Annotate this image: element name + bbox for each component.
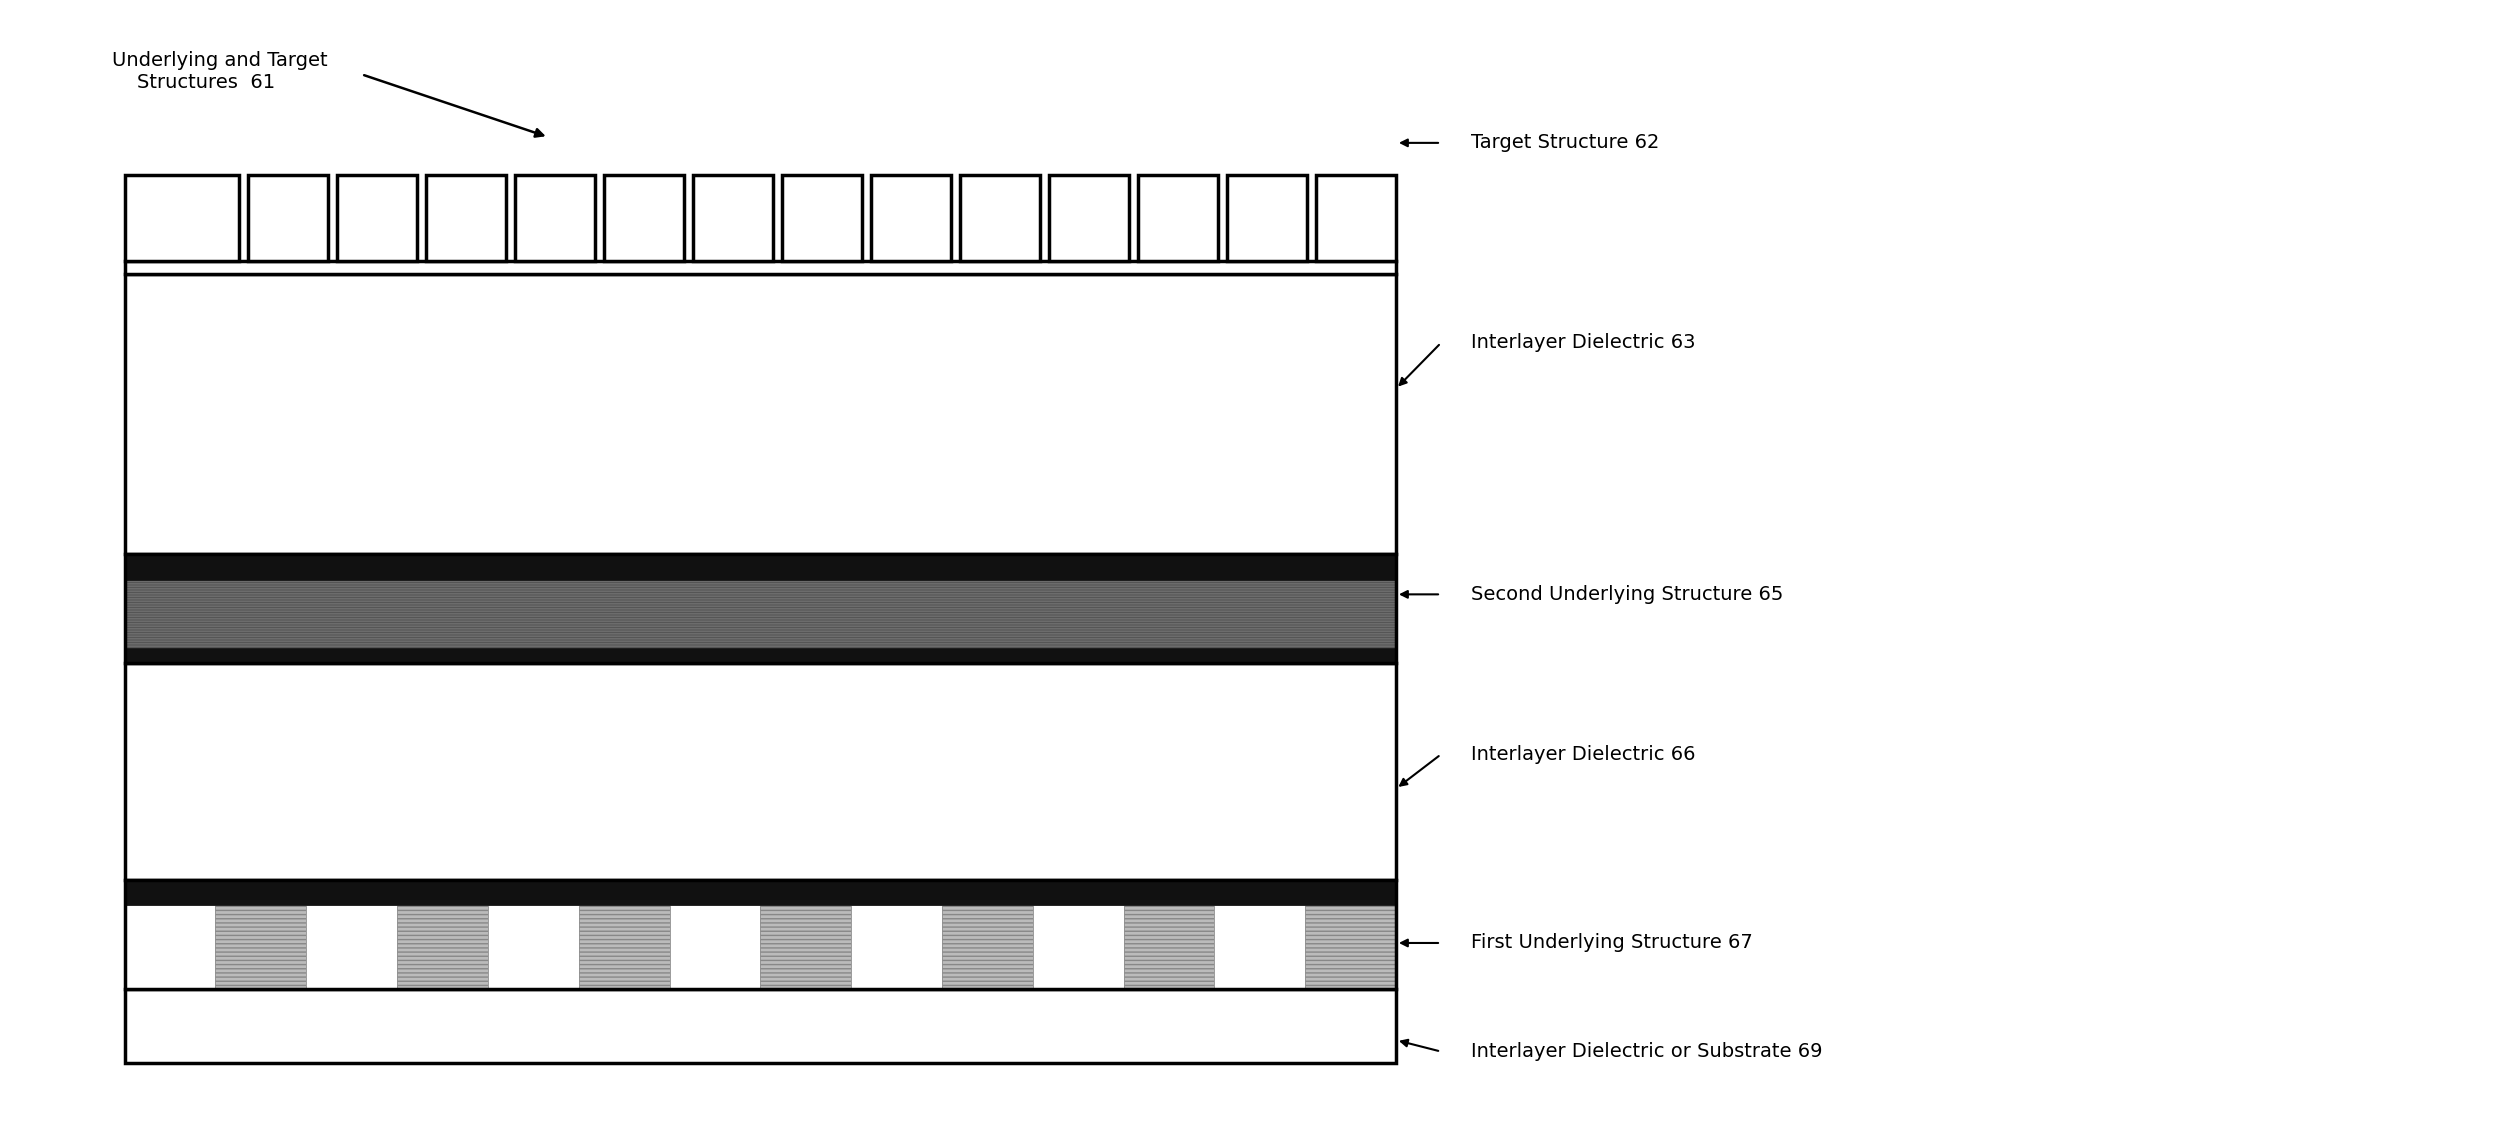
Bar	[1316, 175, 1396, 261]
Bar	[214, 905, 307, 989]
Bar	[125, 261, 1396, 274]
Bar	[1050, 175, 1129, 261]
Bar	[783, 175, 863, 261]
Bar	[125, 880, 1396, 905]
Bar	[671, 905, 760, 989]
Text: Interlayer Dielectric 63: Interlayer Dielectric 63	[1471, 334, 1695, 352]
Bar	[489, 905, 578, 989]
Bar	[125, 274, 1396, 554]
Bar	[870, 175, 950, 261]
Bar	[1306, 905, 1396, 989]
Bar	[247, 175, 329, 261]
Bar	[125, 580, 1396, 648]
Bar	[693, 175, 773, 261]
Text: Underlying and Target
    Structures  61: Underlying and Target Structures 61	[112, 51, 327, 93]
Bar	[125, 663, 1396, 880]
Bar	[760, 905, 850, 989]
Bar	[125, 905, 214, 989]
Bar	[578, 905, 671, 989]
Bar	[850, 905, 942, 989]
Bar	[396, 905, 489, 989]
Text: Interlayer Dielectric 66: Interlayer Dielectric 66	[1471, 745, 1695, 764]
Bar	[125, 175, 239, 261]
Bar	[426, 175, 506, 261]
Text: Second Underlying Structure 65: Second Underlying Structure 65	[1471, 585, 1782, 604]
Text: Target Structure 62: Target Structure 62	[1471, 134, 1660, 152]
Bar	[1137, 175, 1219, 261]
Bar	[516, 175, 596, 261]
Bar	[337, 175, 416, 261]
Bar	[125, 554, 1396, 663]
Bar	[125, 554, 1396, 580]
Bar	[1227, 175, 1306, 261]
Bar	[125, 989, 1396, 1063]
Text: Interlayer Dielectric or Substrate 69: Interlayer Dielectric or Substrate 69	[1471, 1042, 1822, 1061]
Text: First Underlying Structure 67: First Underlying Structure 67	[1471, 934, 1753, 952]
Bar	[125, 648, 1396, 663]
Bar	[603, 175, 683, 261]
Bar	[942, 905, 1032, 989]
Bar	[125, 880, 1396, 989]
Bar	[1032, 905, 1124, 989]
Bar	[307, 905, 396, 989]
Bar	[1124, 905, 1214, 989]
Bar	[960, 175, 1040, 261]
Bar	[1214, 905, 1306, 989]
